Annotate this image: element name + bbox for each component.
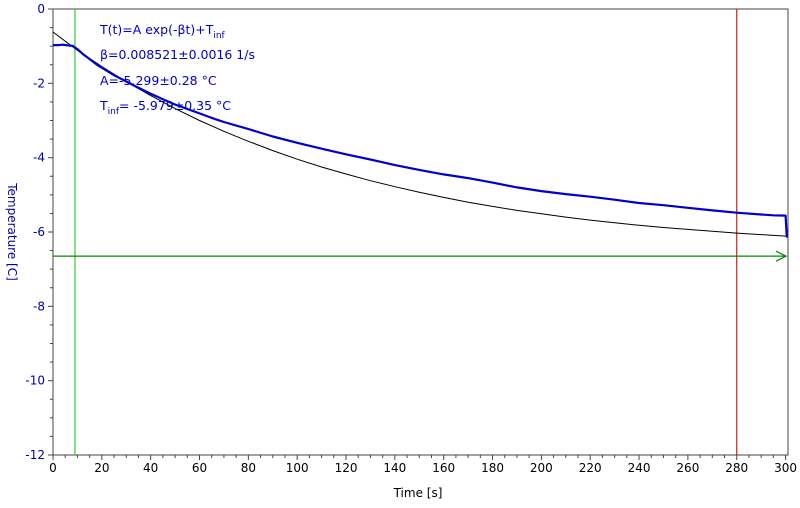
y-tick-label: -10: [25, 374, 45, 388]
fit-curve: [52, 31, 786, 237]
y-axis-ticks: 0 -2 -4 -6 -8 -10 -12: [25, 2, 53, 462]
x-axis-ticks: 0 20 40 60 80 100 120 140 160 180 200 220 240 260 280 3…: [49, 455, 797, 475]
x-tick-label: 260: [676, 461, 699, 475]
y-tick-label: -4: [33, 151, 45, 165]
x-tick-label: 60: [192, 461, 207, 475]
x-tick-label: 300: [774, 461, 797, 475]
x-tick-label: 200: [530, 461, 553, 475]
x-tick-label: 160: [432, 461, 455, 475]
tinf-value: = -5.979±0.35 °C: [119, 98, 231, 113]
measured-temperature-line: [53, 43, 788, 238]
x-tick-label: 220: [579, 461, 602, 475]
x-tick-label: 100: [286, 461, 309, 475]
x-tick-label: 180: [481, 461, 504, 475]
x-tick-label: 240: [628, 461, 651, 475]
reference-lines: [53, 9, 788, 455]
amplitude-text: A=-5.299±0.28 °C: [100, 73, 217, 88]
asymptote-arrow: [775, 250, 788, 262]
x-tick-label: 120: [335, 461, 358, 475]
formula-subscript: inf: [213, 31, 225, 41]
x-tick-label: 20: [94, 461, 109, 475]
fit-annotation: T(t)=A exp(-βt)+Tinf β=0.008521±0.0016 1…: [99, 22, 255, 117]
y-tick-label: -6: [33, 225, 45, 239]
svg-text:Tinf= -5.979±0.35 °C: Tinf= -5.979±0.35 °C: [99, 98, 231, 117]
beta-text: β=0.008521±0.0016 1/s: [100, 47, 255, 62]
x-tick-label: 80: [241, 461, 256, 475]
tinf-symbol: T: [99, 98, 108, 113]
y-tick-label: 0: [37, 2, 45, 16]
formula-text: T(t)=A exp(-βt)+T: [99, 22, 214, 37]
y-tick-label: -2: [33, 76, 45, 90]
x-tick-label: 280: [725, 461, 748, 475]
x-tick-label: 140: [383, 461, 406, 475]
y-axis-label: Temperature [C]: [5, 182, 19, 281]
series-layer: [52, 31, 788, 238]
x-axis-label: Time [s]: [393, 486, 443, 500]
x-tick-label: 0: [49, 461, 57, 475]
tinf-subscript: inf: [108, 107, 120, 117]
y-tick-label: -8: [33, 299, 45, 313]
svg-text:T(t)=A exp(-βt)+Tinf: T(t)=A exp(-βt)+Tinf: [99, 22, 226, 41]
x-tick-label: 40: [143, 461, 158, 475]
y-tick-label: -12: [25, 448, 45, 462]
